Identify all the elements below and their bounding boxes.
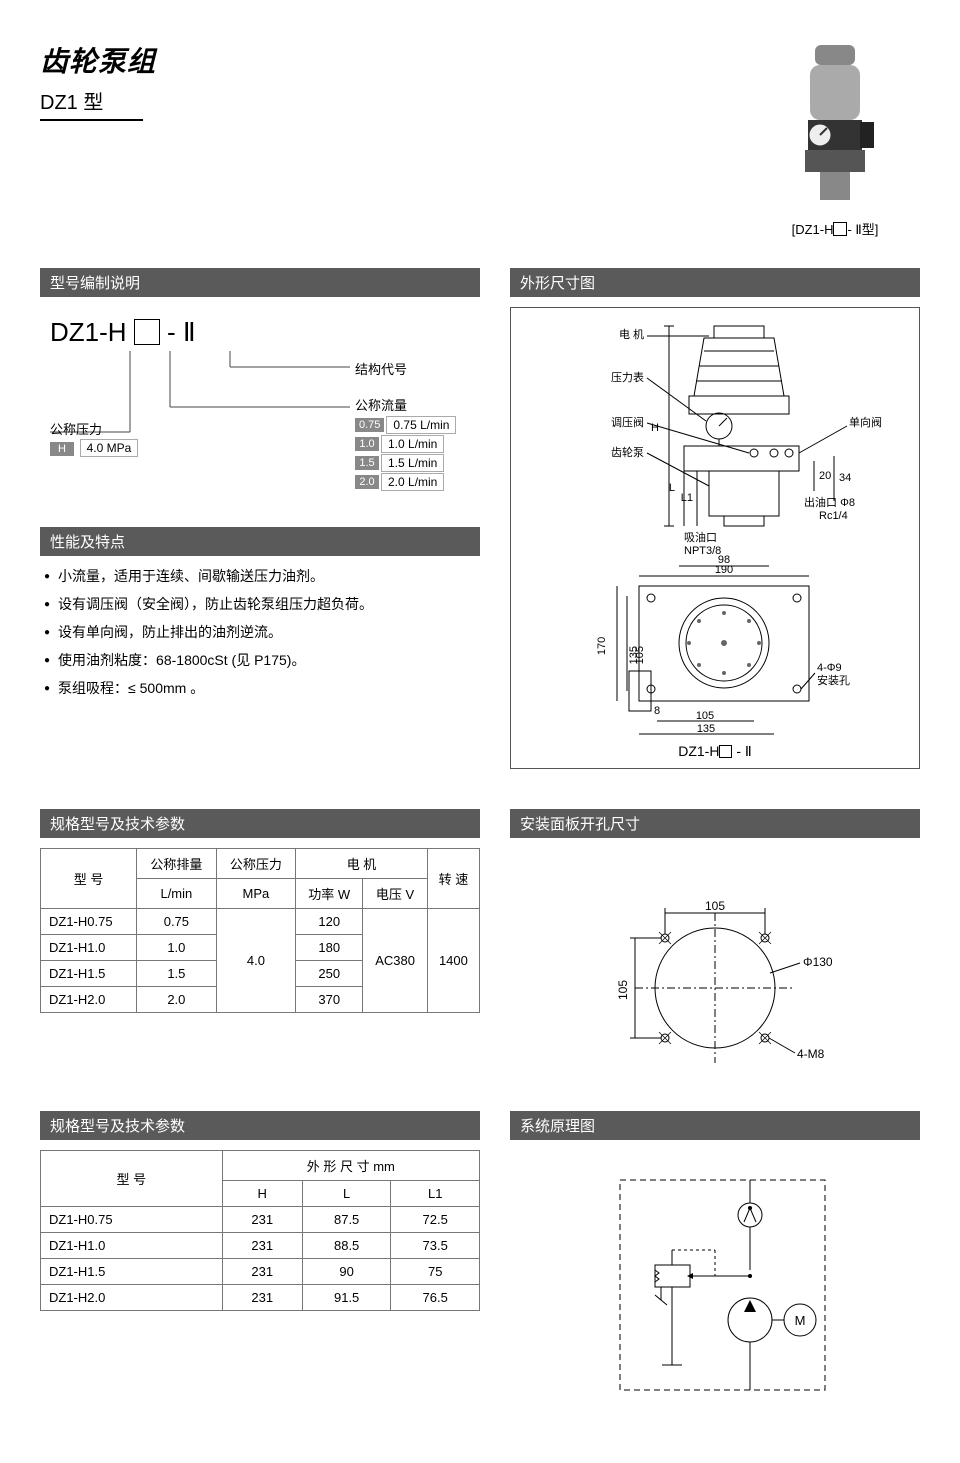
svg-text:电 机: 电 机 <box>619 327 644 341</box>
svg-text:135: 135 <box>697 723 715 735</box>
svg-text:L: L <box>669 482 675 494</box>
svg-text:出油口 Φ8: 出油口 Φ8 <box>804 495 855 509</box>
svg-text:压力表: 压力表 <box>611 370 644 384</box>
flow-block: 公称流量 0.750.75 L/min1.01.0 L/min1.51.5 L/… <box>355 395 456 492</box>
panel-hole-diagram: 105 105 Φ130 4-M8 <box>510 848 920 1071</box>
svg-text:4-M8: 4-M8 <box>797 1047 825 1061</box>
page-header: 齿轮泵组 DZ1 型 <box>40 40 156 121</box>
svg-text:20: 20 <box>819 470 831 482</box>
specs1-hdr: 规格型号及技术参数 <box>40 809 480 838</box>
svg-text:4-Φ9: 4-Φ9 <box>817 662 842 674</box>
svg-text:105: 105 <box>616 980 630 1000</box>
feature-item: 小流量，适用于连续、间歇输送压力油剂。 <box>44 566 480 586</box>
svg-text:H: H <box>651 422 659 434</box>
system-diagram: M <box>510 1150 920 1403</box>
product-photo-block: [DZ1-H- Ⅱ型] <box>750 40 920 238</box>
svg-text:Φ130: Φ130 <box>803 955 833 969</box>
outline-diagram-box: H L L1 20 34 电 机 压力表 调压阀 齿轮泵 单向阀 <box>510 307 920 769</box>
svg-text:8: 8 <box>654 705 660 717</box>
panel-hole-hdr: 安装面板开孔尺寸 <box>510 809 920 838</box>
pressure-badge: H <box>50 442 74 456</box>
feature-item: 设有单向阀，防止排出的油剂逆流。 <box>44 622 480 642</box>
svg-text:105: 105 <box>705 899 725 913</box>
feature-item: 使用油剂粘度：68-1800cSt (见 P175)。 <box>44 650 480 670</box>
system-diagram-hdr: 系统原理图 <box>510 1111 920 1140</box>
pressure-block: 公称压力 H 4.0 MPa <box>50 419 138 456</box>
svg-text:170: 170 <box>596 637 608 655</box>
features-hdr: 性能及特点 <box>40 527 480 556</box>
svg-text:单向阀: 单向阀 <box>849 415 882 429</box>
specs2-table: 型 号 外 形 尺 寸 mm H L L1 DZ1-H0.7523187.572… <box>40 1150 480 1311</box>
svg-text:调压阀: 调压阀 <box>611 415 644 429</box>
svg-text:安装孔: 安装孔 <box>817 673 850 687</box>
svg-text:L1: L1 <box>681 492 693 504</box>
outline-dims-hdr: 外形尺寸图 <box>510 268 920 297</box>
svg-text:吸油口: 吸油口 <box>684 530 717 544</box>
product-photo <box>770 40 900 210</box>
specs2-hdr: 规格型号及技术参数 <box>40 1111 480 1140</box>
svg-text:34: 34 <box>839 472 851 484</box>
model-explain-diagram: DZ1-H - Ⅱ 结构代号 公称流量 0.750.75 L/min1.01.0… <box>40 307 480 497</box>
table-row: DZ1-H0.7523187.572.5 <box>41 1207 480 1233</box>
feature-item: 泵组吸程：≤ 500mm 。 <box>44 678 480 698</box>
title-main: 齿轮泵组 <box>40 40 156 80</box>
svg-text:NPT3/8: NPT3/8 <box>684 545 721 557</box>
table-row: DZ1-H1.52319075 <box>41 1259 480 1285</box>
svg-text:齿轮泵: 齿轮泵 <box>611 445 644 459</box>
outline-caption: DZ1-H - Ⅱ <box>519 743 911 760</box>
svg-text:98: 98 <box>718 554 730 566</box>
specs1-table: 型 号 公称排量 公称压力 电 机 转 速 L/min MPa 功率 W 电压 … <box>40 848 480 1013</box>
table-row: DZ1-H2.023191.576.5 <box>41 1285 480 1311</box>
feature-item: 设有调压阀（安全阀），防止齿轮泵组压力超负荷。 <box>44 594 480 614</box>
svg-text:M: M <box>795 1313 806 1328</box>
struct-label: 结构代号 <box>355 359 407 378</box>
svg-text:Rc1/4: Rc1/4 <box>819 510 848 522</box>
table-row: DZ1-H1.023188.573.5 <box>41 1233 480 1259</box>
model-explain-hdr: 型号编制说明 <box>40 268 480 297</box>
title-sub: DZ1 型 <box>40 86 143 121</box>
outline-diagram: H L L1 20 34 电 机 压力表 调压阀 齿轮泵 单向阀 <box>519 316 909 736</box>
svg-text:105: 105 <box>696 710 714 722</box>
caption-box <box>833 222 847 236</box>
photo-caption: [DZ1-H- Ⅱ型] <box>750 219 920 238</box>
svg-text:105: 105 <box>634 646 646 664</box>
table-row: DZ1-H0.750.754.0120AC3801400 <box>41 909 480 935</box>
features-list: 小流量，适用于连续、间歇输送压力油剂。设有调压阀（安全阀），防止齿轮泵组压力超负… <box>40 566 480 698</box>
